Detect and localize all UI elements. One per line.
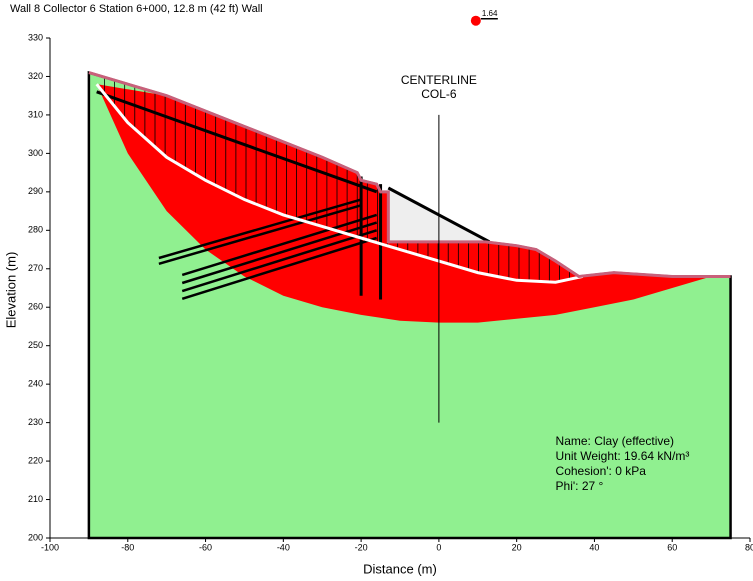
y-tick-label: 320	[28, 71, 43, 81]
y-tick-label: 210	[28, 494, 43, 504]
x-tick-label: -80	[121, 542, 134, 552]
anchor	[181, 229, 378, 293]
x-tick-label: -20	[355, 542, 368, 552]
x-tick-label: 20	[512, 542, 522, 552]
y-tick-label: 230	[28, 417, 43, 427]
x-tick-label: 0	[436, 542, 441, 552]
x-tick-label: 80	[745, 542, 753, 552]
critical-slip-surface	[95, 83, 584, 284]
y-tick-label: 280	[28, 225, 43, 235]
y-tick-label: 240	[28, 379, 43, 389]
anchor	[96, 90, 378, 194]
anchor	[158, 198, 362, 260]
y-tick-label: 220	[28, 455, 43, 465]
material-info: Phi': 27 °	[556, 479, 604, 493]
ground-surface	[88, 71, 731, 279]
y-tick-label: 290	[28, 186, 43, 196]
x-axis-label: Distance (m)	[363, 561, 437, 576]
x-tick-label: 40	[589, 542, 599, 552]
material-info: Name: Clay (effective)	[556, 434, 674, 448]
y-tick-label: 270	[28, 263, 43, 273]
anchor	[181, 236, 378, 300]
x-tick-label: -60	[199, 542, 212, 552]
critical-center	[470, 15, 481, 26]
y-tick-label: 250	[28, 340, 43, 350]
centerline-label: COL-6	[421, 87, 457, 101]
x-tick-label: -40	[277, 542, 290, 552]
centerline-label: CENTERLINE	[401, 73, 477, 87]
anchor	[158, 204, 362, 265]
x-tick-label: 60	[667, 542, 677, 552]
factor-of-safety: 1.64	[482, 9, 498, 18]
y-tick-label: 200	[28, 532, 43, 542]
chart-title: Wall 8 Collector 6 Station 6+000, 12.8 m…	[10, 3, 263, 15]
anchor	[181, 213, 378, 277]
y-tick-label: 300	[28, 148, 43, 158]
y-axis-label: Elevation (m)	[3, 252, 18, 329]
material-info: Unit Weight: 19.64 kN/m³	[556, 449, 690, 463]
y-tick-label: 310	[28, 109, 43, 119]
x-tick-label: -100	[41, 542, 59, 552]
y-tick-label: 260	[28, 302, 43, 312]
y-tick-label: 330	[28, 32, 43, 42]
material-info: Cohesion': 0 kPa	[556, 464, 647, 478]
